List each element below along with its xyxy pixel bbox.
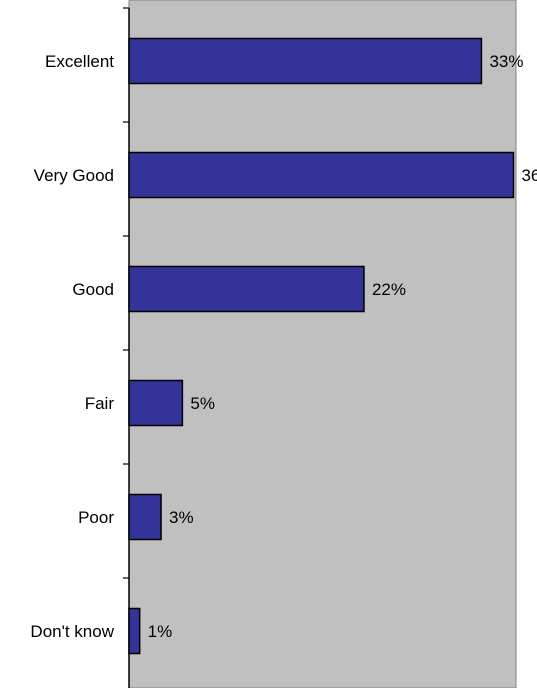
category-label: Don't know — [30, 622, 114, 641]
bar-don-t-know — [128, 607, 141, 655]
data-label: 5% — [190, 394, 215, 413]
bar-poor — [128, 493, 162, 541]
data-label: 3% — [169, 508, 194, 527]
category-label: Excellent — [45, 52, 114, 71]
plot-area — [128, 0, 517, 688]
category-label: Fair — [85, 394, 115, 413]
category-label: Good — [72, 280, 114, 299]
bar-very-good — [128, 151, 515, 199]
data-label: 33% — [489, 52, 523, 71]
bar-fair — [128, 379, 184, 427]
data-label: 36% — [521, 166, 537, 185]
category-label: Very Good — [34, 166, 114, 185]
data-label: 22% — [372, 280, 406, 299]
bar-good — [128, 265, 365, 313]
data-label: 1% — [148, 622, 173, 641]
category-label: Poor — [78, 508, 114, 527]
bar-excellent — [128, 37, 483, 85]
